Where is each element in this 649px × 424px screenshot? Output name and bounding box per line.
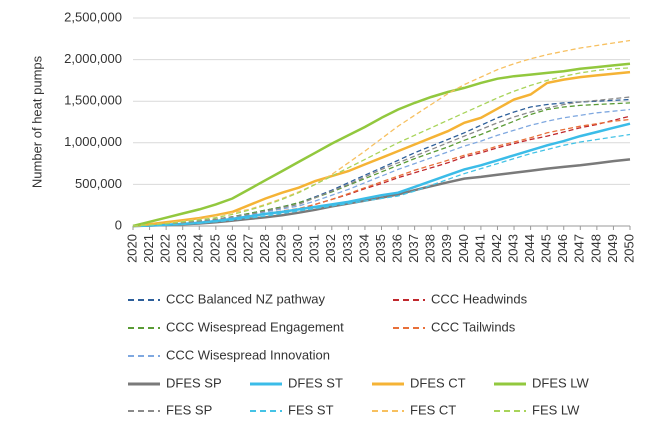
x-tick-label: 2043 xyxy=(505,234,520,263)
x-tick-label: 2041 xyxy=(472,234,487,263)
y-axis-label: Number of heat pumps xyxy=(29,55,44,188)
x-tick-label: 2042 xyxy=(489,234,504,263)
x-tick-label: 2031 xyxy=(307,234,322,263)
x-tick-label: 2038 xyxy=(423,234,438,263)
series-line xyxy=(132,122,631,228)
x-tick-label: 2033 xyxy=(340,234,355,263)
legend-label: FES CT xyxy=(410,402,456,417)
series-line xyxy=(132,118,631,227)
y-tick-label: 500,000 xyxy=(75,176,122,191)
legend-label: DFES LW xyxy=(532,375,590,390)
legend-label: DFES CT xyxy=(410,375,466,390)
x-tick-label: 2037 xyxy=(406,234,421,263)
x-tick-label: 2028 xyxy=(257,234,272,263)
x-tick-label: 2050 xyxy=(621,234,636,263)
y-tick-label: 1,000,000 xyxy=(64,134,122,149)
series-line xyxy=(132,62,631,228)
y-tick-label: 2,500,000 xyxy=(64,9,122,24)
legend-label: FES ST xyxy=(288,402,334,417)
y-tick-label: 0 xyxy=(115,217,122,232)
legend-label: CCC Wisespread Innovation xyxy=(166,347,330,362)
x-tick-label: 2045 xyxy=(539,234,554,263)
series-line xyxy=(132,70,631,228)
x-tick-label: 2039 xyxy=(439,234,454,263)
x-tick-label: 2032 xyxy=(323,234,338,263)
x-tick-label: 2024 xyxy=(191,234,206,263)
x-tick-label: 2044 xyxy=(522,234,537,263)
legend-label: CCC Tailwinds xyxy=(431,319,516,334)
x-tick-label: 2026 xyxy=(224,234,239,263)
legend-label: DFES ST xyxy=(288,375,343,390)
x-tick-label: 2020 xyxy=(124,234,139,263)
legend-label: FES LW xyxy=(532,402,580,417)
x-tick-label: 2040 xyxy=(456,234,471,263)
x-tick-label: 2029 xyxy=(274,234,289,263)
series-line xyxy=(132,133,631,227)
x-tick-label: 2022 xyxy=(158,234,173,263)
x-tick-label: 2047 xyxy=(572,234,587,263)
legend-label: CCC Headwinds xyxy=(431,291,528,306)
x-tick-label: 2023 xyxy=(174,234,189,263)
series-line xyxy=(132,67,631,227)
x-tick-label: 2027 xyxy=(240,234,255,263)
legend-label: FES SP xyxy=(166,402,212,417)
legend-label: CCC Balanced NZ pathway xyxy=(166,291,325,306)
x-tick-label: 2046 xyxy=(555,234,570,263)
x-tick-label: 2021 xyxy=(141,234,156,263)
x-tick-label: 2030 xyxy=(290,234,305,263)
y-tick-label: 2,000,000 xyxy=(64,51,122,66)
series-line xyxy=(132,115,631,227)
legend-label: CCC Wisespread Engagement xyxy=(166,319,344,334)
x-tick-label: 2035 xyxy=(373,234,388,263)
series-line xyxy=(132,39,631,227)
x-tick-label: 2049 xyxy=(605,234,620,263)
x-tick-label: 2048 xyxy=(588,234,603,263)
x-tick-label: 2036 xyxy=(390,234,405,263)
y-tick-label: 1,500,000 xyxy=(64,93,122,108)
series-line xyxy=(132,96,631,227)
legend-label: DFES SP xyxy=(166,375,222,390)
x-tick-label: 2025 xyxy=(207,234,222,263)
x-tick-label: 2034 xyxy=(356,234,371,263)
